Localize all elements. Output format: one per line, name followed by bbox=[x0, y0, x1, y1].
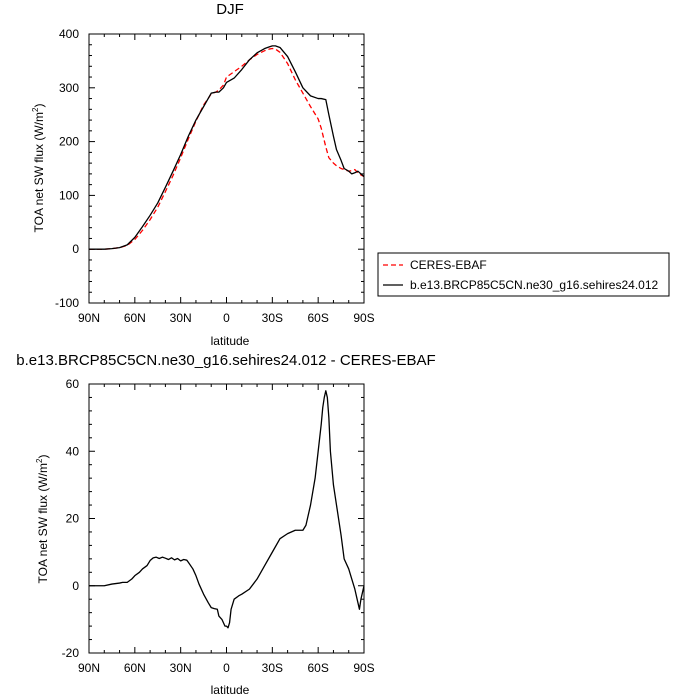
bottom-chart-plot-frame bbox=[88, 383, 365, 654]
top-chart-x-tick-label: 90S bbox=[353, 311, 374, 325]
top-chart-y-tick-label: 100 bbox=[59, 188, 79, 202]
top-chart-x-tick-label: 90N bbox=[78, 311, 100, 325]
bottom-chart-x-tick-label: 0 bbox=[223, 661, 230, 675]
legend-label-ceres: CERES-EBAF bbox=[410, 258, 487, 272]
bottom-chart-x-tick-label: 90N bbox=[78, 661, 100, 675]
top-chart-y-tick-label: 0 bbox=[72, 242, 79, 256]
top-chart-y-axis-label-text: TOA net SW flux (W/m bbox=[32, 112, 46, 232]
top-chart-y-axis-label-end: ) bbox=[32, 104, 46, 108]
top-chart-x-tick-label: 0 bbox=[223, 311, 230, 325]
bottom-chart-x-tick-label: 30S bbox=[262, 661, 283, 675]
top-chart-y-axis-label-sup: 2 bbox=[31, 107, 40, 112]
bottom-chart-x-tick-label: 60S bbox=[307, 661, 328, 675]
bottom-chart-y-tick-label: 20 bbox=[66, 512, 80, 526]
legend-label-model: b.e13.BRCP85C5CN.ne30_g16.sehires24.012 bbox=[410, 278, 658, 292]
bottom-chart: b.e13.BRCP85C5CN.ne30_g16.sehires24.012 … bbox=[16, 352, 435, 697]
top-chart-x-tick-label: 30N bbox=[170, 311, 192, 325]
top-chart-y-tick-label: -100 bbox=[55, 296, 79, 310]
top-chart-x-tick-label: 30S bbox=[262, 311, 283, 325]
bottom-chart-y-axis-label-end: ) bbox=[36, 455, 50, 459]
bottom-chart-title: b.e13.BRCP85C5CN.ne30_g16.sehires24.012 … bbox=[16, 352, 435, 369]
bottom-chart-x-tick-label: 60N bbox=[124, 661, 146, 675]
top-chart-x-tick-label: 60N bbox=[124, 311, 146, 325]
bottom-chart-y-tick-label: 60 bbox=[66, 377, 80, 391]
bottom-chart-x-axis-label: latitude bbox=[211, 683, 250, 697]
top-chart-y-tick-label: 200 bbox=[59, 135, 79, 149]
top-chart-series-line-1 bbox=[89, 45, 365, 250]
top-chart-y-tick-label: 300 bbox=[59, 81, 79, 95]
top-chart-y-axis-label: TOA net SW flux (W/m2) bbox=[31, 104, 46, 233]
top-chart: DJF latitude TOA net SW flux (W/m2) 90N 6… bbox=[31, 1, 375, 348]
bottom-chart-x-tick-label: 30N bbox=[170, 661, 192, 675]
bottom-chart-y-tick-label: 0 bbox=[72, 579, 79, 593]
bottom-chart-y-axis-label: TOA net SW flux (W/m2) bbox=[35, 455, 50, 584]
top-chart-title: DJF bbox=[216, 1, 244, 18]
top-chart-series-line-0 bbox=[89, 47, 365, 250]
bottom-chart-y-tick-label: 40 bbox=[66, 444, 80, 458]
top-chart-x-tick-label: 60S bbox=[307, 311, 328, 325]
top-chart-y-tick-label: 400 bbox=[59, 27, 79, 41]
bottom-chart-x-tick-label: 90S bbox=[353, 661, 374, 675]
legend-box bbox=[377, 252, 670, 297]
bottom-chart-y-axis-label-text: TOA net SW flux (W/m bbox=[36, 463, 50, 583]
bottom-chart-y-tick-label: -20 bbox=[62, 646, 80, 660]
bottom-chart-series-line-0 bbox=[89, 390, 365, 629]
top-chart-x-axis-label: latitude bbox=[211, 334, 250, 348]
legend: CERES-EBAF b.e13.BRCP85C5CN.ne30_g16.seh… bbox=[377, 252, 670, 297]
top-chart-plot-frame bbox=[88, 33, 365, 304]
bottom-chart-y-axis-label-sup: 2 bbox=[35, 458, 44, 463]
